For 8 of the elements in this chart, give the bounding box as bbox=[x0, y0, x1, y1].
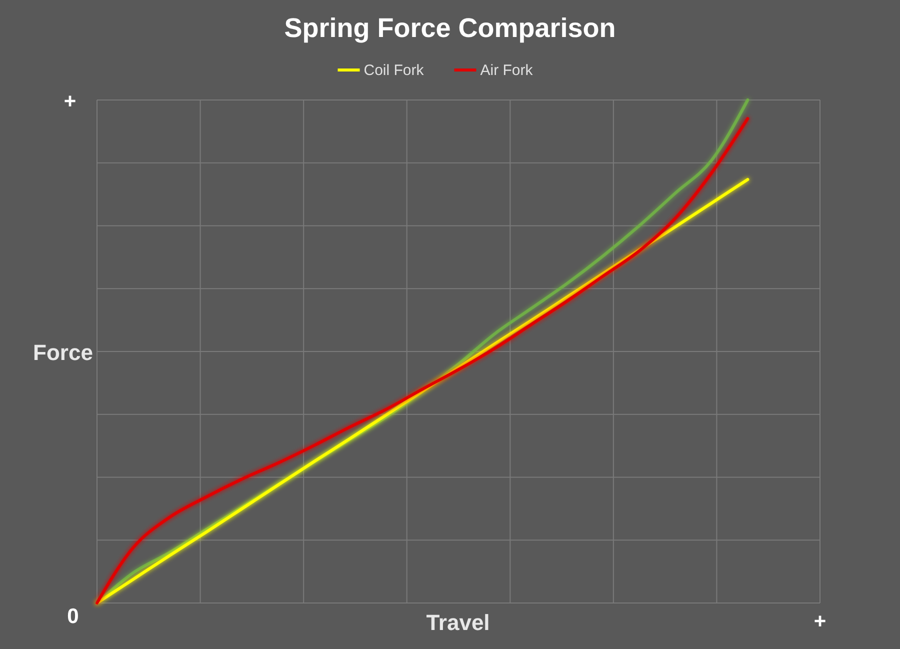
legend-label: Air Fork bbox=[480, 62, 534, 79]
text: + bbox=[64, 90, 76, 113]
y-axis-title: Force bbox=[33, 340, 93, 365]
x-axis-title: Travel bbox=[426, 610, 490, 635]
text: 0 bbox=[67, 605, 79, 628]
text: + bbox=[814, 610, 826, 633]
chart-title: Spring Force Comparison bbox=[284, 13, 616, 43]
legend-label: Coil Fork bbox=[364, 62, 424, 79]
